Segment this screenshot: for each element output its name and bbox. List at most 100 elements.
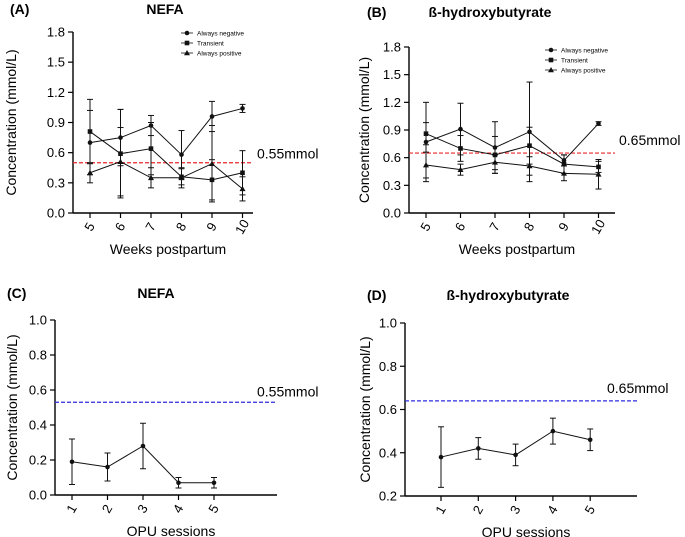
data-point: [457, 166, 464, 172]
y-tick-label: 0.0: [383, 206, 401, 221]
data-point: [423, 162, 429, 168]
y-tick-label: 0.3: [47, 175, 65, 190]
x-tick-label: 5: [581, 503, 598, 517]
series-line: [89, 107, 243, 156]
x-tick-label: 1: [63, 502, 80, 516]
data-point: [240, 106, 245, 111]
x-tick-label: 5: [81, 220, 98, 234]
data-point: [176, 480, 181, 486]
data-point: [117, 158, 124, 165]
x-axis-title: OPU sessions: [482, 524, 571, 537]
series-2: [423, 122, 602, 174]
y-tick-label: 0.4: [379, 445, 397, 460]
legend: Always negative Transient Always positive: [181, 30, 244, 57]
chart-panel-3: (C) NEFA 0.0 0.2 0.4 0.6 0.8 1.0 1 2 3 4 5 Concentrat…: [4, 285, 318, 537]
x-tick-label: 2: [470, 503, 487, 517]
legend-entry: Always negative: [197, 30, 244, 37]
x-tick-label: 8: [173, 220, 190, 234]
chart-title: NEFA: [137, 285, 174, 301]
x-tick-label: 4: [544, 503, 561, 517]
y-tick-label: 1.2: [383, 95, 401, 110]
data-point: [561, 161, 567, 167]
x-tick-label: 6: [452, 220, 469, 234]
data-point: [209, 160, 215, 167]
y-tick-label: 0.6: [379, 402, 397, 417]
data-point: [561, 170, 567, 176]
y-tick-label: 0.6: [29, 383, 47, 398]
data-point: [240, 170, 245, 176]
y-tick-label: 1.2: [47, 85, 65, 100]
panel-label: (D): [367, 287, 386, 303]
y-axis-title: Concentration (mmol/L): [4, 334, 20, 480]
y-tick-label: 0.0: [29, 488, 47, 503]
x-tick-label: 2: [99, 502, 116, 516]
y-tick-label: 0.9: [47, 115, 65, 130]
reference-label: 0.65mmol: [607, 380, 668, 396]
x-tick-label: 5: [417, 220, 434, 234]
legend-entry: Always positive: [197, 50, 242, 57]
data-point: [209, 114, 215, 119]
x-tick-label: 6: [112, 220, 129, 234]
x-tick-label: 1: [432, 503, 449, 517]
y-tick-label: 1.0: [379, 316, 397, 331]
data-point: [492, 159, 498, 165]
y-tick-label: 1.0: [29, 313, 47, 328]
data-point: [587, 437, 593, 443]
x-tick-label: 7: [142, 220, 159, 234]
data-point: [178, 174, 185, 181]
y-axis-title: Concentration (mmol/L): [357, 336, 373, 482]
panel-label: (B): [367, 4, 386, 20]
y-tick-label: 1.8: [47, 25, 65, 40]
data-point: [69, 459, 75, 465]
chart-panel-1: (A) NEFA 0.0 0.3 0.6 0.9 1.2 1.5 1.8 5 6 7 8 9 10 Conce…: [3, 1, 318, 257]
y-tick-label: 1.8: [383, 40, 401, 55]
legend-marker: [548, 47, 554, 53]
x-tick-label: 3: [134, 502, 151, 516]
y-tick-label: 0.4: [29, 418, 47, 433]
x-tick-label: 9: [555, 220, 572, 234]
legend-marker: [548, 67, 554, 73]
x-tick-label: 10: [232, 217, 252, 237]
y-axis-title: Concentration (mmol/L): [356, 57, 372, 203]
y-axis-title: Concentration (mmol/L): [3, 49, 19, 195]
chart-title: ß-hydroxybutyrate: [447, 287, 570, 303]
series-line: [425, 161, 599, 175]
legend-marker: [184, 40, 190, 46]
data-point: [140, 443, 146, 449]
x-axis-title: Weeks postpartum: [459, 241, 575, 257]
series-2: [87, 98, 246, 201]
legend-entry: Transient: [561, 57, 588, 64]
data-point: [513, 452, 518, 458]
series-1: [87, 100, 246, 180]
x-tick-label: 4: [170, 502, 187, 516]
reference-label: 0.55mmol: [257, 383, 318, 399]
series-line: [425, 133, 599, 168]
x-tick-label: 7: [486, 220, 503, 234]
y-tick-label: 0.0: [47, 206, 65, 221]
data-point: [550, 428, 556, 434]
series-1: [69, 422, 217, 489]
y-tick-label: 0.2: [29, 453, 47, 468]
panel-label: (C): [7, 285, 26, 301]
x-axis-title: OPU sessions: [127, 523, 216, 537]
data-point: [438, 454, 444, 460]
data-point: [87, 129, 93, 134]
data-point: [476, 446, 481, 451]
legend-marker: [184, 50, 190, 56]
chart-title: NEFA: [146, 1, 183, 17]
x-tick-label: 9: [203, 220, 220, 234]
x-tick-label: 5: [205, 502, 222, 516]
chart-title: ß-hydroxybutyrate: [429, 4, 552, 20]
data-point: [211, 480, 217, 486]
series-line: [425, 123, 599, 162]
legend-marker: [548, 57, 554, 63]
y-tick-label: 0.3: [383, 178, 401, 193]
y-tick-label: 0.6: [47, 145, 65, 160]
y-tick-label: 0.9: [383, 123, 401, 138]
series-3: [87, 125, 246, 203]
data-point: [105, 464, 110, 470]
series-1: [438, 417, 594, 488]
legend-entry: Always positive: [561, 67, 606, 74]
data-point: [458, 126, 463, 132]
